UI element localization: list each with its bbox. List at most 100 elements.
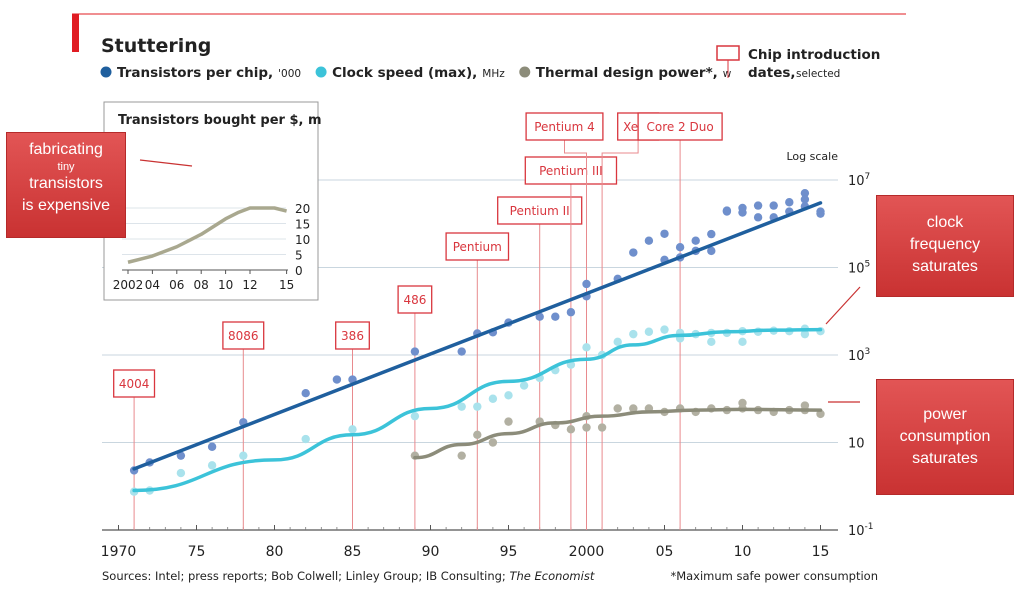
- inset-x-label-1: 04: [145, 278, 160, 292]
- chip-label-9: Core 2 Duo: [646, 120, 713, 134]
- series-0-point: [582, 279, 591, 289]
- legend-unit-2: w: [723, 68, 732, 80]
- chip-label-7: Pentium 4: [534, 120, 595, 134]
- legend-dot-0: [100, 66, 112, 78]
- series-0-point: [644, 236, 654, 245]
- inset-y-label-3: 15: [295, 218, 310, 232]
- chip-label-3: 486: [403, 293, 426, 307]
- series-0-point: [176, 451, 186, 460]
- legend-dot-2: [519, 66, 531, 78]
- chip-box-4: [445, 232, 510, 261]
- series-0-point: [707, 229, 716, 239]
- series-0-point: [675, 243, 685, 252]
- series-2-point: [582, 423, 591, 432]
- series-1-point: [239, 451, 248, 460]
- y-tick-label-3: 10: [848, 437, 865, 452]
- x-tick-label-6: 2000: [569, 544, 605, 560]
- legend-unit-0: '000: [278, 68, 301, 80]
- series-0-point: [332, 375, 342, 384]
- y-tick-label-0: 107: [848, 172, 870, 189]
- series-1-point: [519, 381, 529, 390]
- series-0-trend: [132, 201, 823, 471]
- legend-chip-selected: selected: [796, 68, 840, 80]
- callout-fabrication-line3: is expensive: [21, 197, 111, 214]
- series-1-point: [582, 343, 591, 352]
- series-0-point: [800, 195, 810, 204]
- chip-box-3: [397, 285, 433, 314]
- legend-label-1: Clock speed (max),: [332, 65, 477, 81]
- x-tick-label-9: 15: [812, 544, 830, 560]
- series-2-point: [473, 430, 482, 439]
- log-scale-label: Log scale: [787, 150, 839, 163]
- series-0-point: [660, 229, 669, 238]
- legend-chip-title: Chip introduction: [748, 47, 880, 63]
- chip-box-1: [222, 321, 265, 350]
- series-0-point: [535, 312, 544, 321]
- series-0-point: [800, 188, 810, 198]
- inset-x-label-5: 12: [242, 278, 257, 292]
- inset-y-label-0: 0: [295, 264, 303, 278]
- chip-label-2: 386: [341, 329, 364, 343]
- series-0-point: [769, 201, 778, 210]
- series-0-point: [566, 308, 576, 317]
- series-1-point: [301, 434, 310, 444]
- x-tick-label-4: 90: [422, 544, 440, 560]
- callout-fabrication-line2: transistors: [29, 175, 103, 192]
- chip-label-5: Pentium II: [510, 204, 570, 218]
- chip-box-7: [525, 112, 604, 141]
- series-1-point: [738, 337, 747, 347]
- x-tick-label-1: 75: [188, 544, 206, 560]
- series-1-point: [473, 402, 482, 411]
- series-0-point: [410, 347, 420, 356]
- x-tick-label-7: 05: [656, 544, 674, 560]
- chip-box-9: [637, 112, 723, 141]
- inset-x-label-6: 15: [279, 278, 294, 292]
- series-1-point: [488, 394, 498, 403]
- callout-clock-line3: saturates: [912, 258, 978, 275]
- series-1-trend: [132, 327, 823, 493]
- series-2-point: [504, 417, 513, 426]
- inset-frame: [103, 101, 319, 301]
- legend-dot-1: [315, 66, 327, 78]
- chip-label-4: Pentium: [453, 240, 502, 254]
- x-tick-label-3: 85: [344, 544, 362, 560]
- series-1-point: [707, 337, 716, 347]
- callout-fabrication-small: tiny: [57, 161, 75, 173]
- chip-line-7: [564, 140, 587, 530]
- chip-label-6: Pentium III: [539, 164, 603, 178]
- inset-x-label-2: 06: [169, 278, 184, 292]
- inset-x-label-3: 08: [194, 278, 209, 292]
- inset-y-label-2: 10: [295, 233, 310, 247]
- accent-bar: [72, 14, 79, 52]
- series-1-point: [176, 468, 186, 478]
- legend-label-2: Thermal design power*,: [536, 65, 718, 81]
- series-0-point: [738, 208, 747, 217]
- y-tick-label-4: 10-1: [848, 522, 874, 539]
- pointer-clock: [825, 286, 861, 325]
- callout-clock-line2: frequency: [909, 236, 981, 253]
- callout-power-line2: consumption: [899, 428, 991, 445]
- footer-note: *Maximum safe power consumption: [670, 569, 878, 583]
- inset-y-label-4: 20: [295, 202, 310, 216]
- series-2-point: [566, 425, 576, 434]
- series-0-point: [691, 236, 700, 245]
- callout-power-line1: power: [923, 406, 967, 423]
- series-2-point: [488, 438, 498, 447]
- series-1-point: [207, 461, 217, 470]
- callout-clock-line1: clock: [926, 214, 964, 231]
- pointer-fabrication: [139, 159, 193, 167]
- series-2-point: [597, 423, 607, 432]
- chart-title: Stuttering: [101, 35, 211, 57]
- chip-label-1: 8086: [228, 329, 259, 343]
- callout-fabrication-line1: fabricating: [29, 141, 103, 158]
- legend-chip-box: [716, 45, 740, 61]
- series-1-point: [660, 325, 669, 334]
- y-tick-label-1: 105: [848, 260, 870, 277]
- callout-power-line3: saturates: [912, 450, 978, 467]
- footer-sources: Sources: Intel; press reports; Bob Colwe…: [102, 569, 595, 583]
- series-0-point: [707, 246, 716, 256]
- series-0-point: [457, 347, 466, 356]
- x-tick-label-8: 10: [734, 544, 752, 560]
- series-0-point: [629, 248, 638, 257]
- series-0-point: [785, 198, 794, 207]
